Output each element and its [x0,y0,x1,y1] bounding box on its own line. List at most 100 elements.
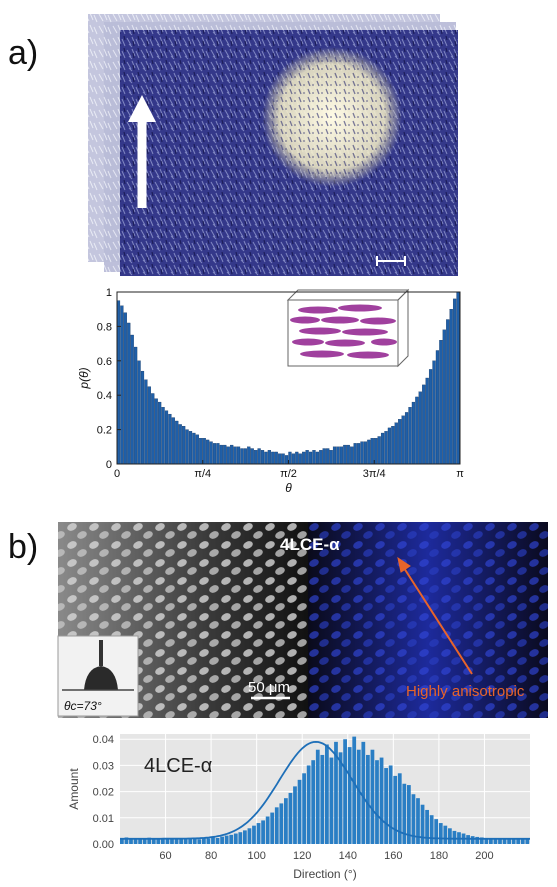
histogram-bar [322,448,326,465]
histogram-bar [229,834,234,844]
histogram-bar [379,757,384,844]
histogram-bar [230,444,234,465]
histogram-bar [165,837,170,844]
y-axis-label: p(θ) [77,367,91,389]
histogram-bar [211,837,215,844]
histogram-bar [448,828,452,844]
histogram-bar [247,828,252,844]
histogram-bar [356,443,361,465]
histogram-bar [158,401,162,465]
histogram-bar [312,450,316,465]
x-tick-label: 80 [205,850,217,862]
histogram-bar [297,779,302,844]
histogram-bar [470,836,475,844]
histogram-bar [154,398,158,465]
histogram-bar [346,444,350,465]
histogram-bar [408,407,412,465]
histogram-bar [233,833,238,844]
histogram-bar [479,837,484,844]
histogram-bar [511,838,516,844]
histogram-bar [267,450,272,465]
histogram-bar [224,835,229,844]
histogram-bar [130,334,134,465]
histogram-bar [236,446,241,465]
histogram-bar [197,839,202,844]
histogram-bar [252,825,256,844]
histogram-bar [250,448,254,465]
histogram-bar [127,322,131,465]
histogram-bar [338,752,343,844]
histogram-bar [394,422,398,465]
histogram-bar [168,413,172,465]
histogram-bar [120,305,124,465]
histogram-bar [271,451,275,465]
histogram-bar [295,451,299,465]
histogram-bar [123,312,127,465]
histogram-bar [422,384,426,465]
histogram-bar [209,441,213,465]
histogram-bar [306,765,311,844]
histogram-bar [264,451,268,465]
histogram-bar [329,450,333,465]
histogram-bar [133,346,138,465]
histogram-bar [142,839,147,844]
x-tick-label: 160 [384,850,402,862]
histogram-bar [475,836,480,844]
histogram-bar [397,773,402,844]
histogram-bar [270,812,275,844]
histogram-bar [326,448,330,465]
histogram-bar [133,838,138,844]
histogram-bar [261,820,265,844]
histogram-bar [502,839,507,844]
histogram-bar [199,438,203,465]
histogram-bar [233,446,237,465]
x-tick-label: π/2 [280,468,297,480]
histogram-bar [434,819,439,844]
histogram-bar [425,809,429,844]
histogram-bar [192,432,196,465]
x-tick-label: 140 [339,850,357,862]
histogram-bar [138,838,142,844]
histogram-bar [404,412,409,465]
histogram-bar [352,736,357,844]
histogram-bar [429,815,434,844]
histogram-bar [120,838,124,844]
histogram-bar [366,754,370,844]
panel-a-micrograph [88,14,458,276]
scale-bar-label: 50 μm [248,679,290,696]
histogram-bar [243,830,247,844]
histogram-bar [416,798,420,844]
histogram-bar [240,448,244,465]
histogram-bar [435,350,440,465]
histogram-bar [238,832,243,844]
histogram-bar [452,830,457,844]
histogram-bar [281,453,285,465]
histogram-bar [391,426,395,465]
orientation-histogram: 0 π/4 π/2 3π/4 π 0 0.2 0.4 0.6 0.8 1 θ p(θ) [77,287,464,495]
y-tick-label: 0.2 [97,425,112,437]
histogram-bar [380,432,385,465]
histogram-bar [220,836,224,844]
chart-title: 4LCE-α [144,755,212,777]
histogram-bar [137,360,141,465]
histogram-bar [174,838,179,844]
histogram-bar [361,741,366,844]
histogram-bar [265,816,270,844]
x-tick-label: 0 [114,468,120,480]
histogram-bar [438,823,443,844]
histogram-bar [334,741,338,844]
histogram-bar [288,792,293,844]
histogram-bar [493,838,498,844]
histogram-bar [195,434,199,465]
histogram-bar [388,765,393,844]
histogram-bar [302,773,306,844]
histogram-bar [402,783,407,844]
histogram-bar [311,760,316,844]
histogram-bar [325,744,329,844]
histogram-bar [144,379,148,465]
x-tick-label: 120 [293,850,311,862]
histogram-bar [343,444,347,465]
histogram-bar [319,450,323,465]
histogram-bar [407,785,411,844]
inset-lc-illustration [286,288,410,368]
